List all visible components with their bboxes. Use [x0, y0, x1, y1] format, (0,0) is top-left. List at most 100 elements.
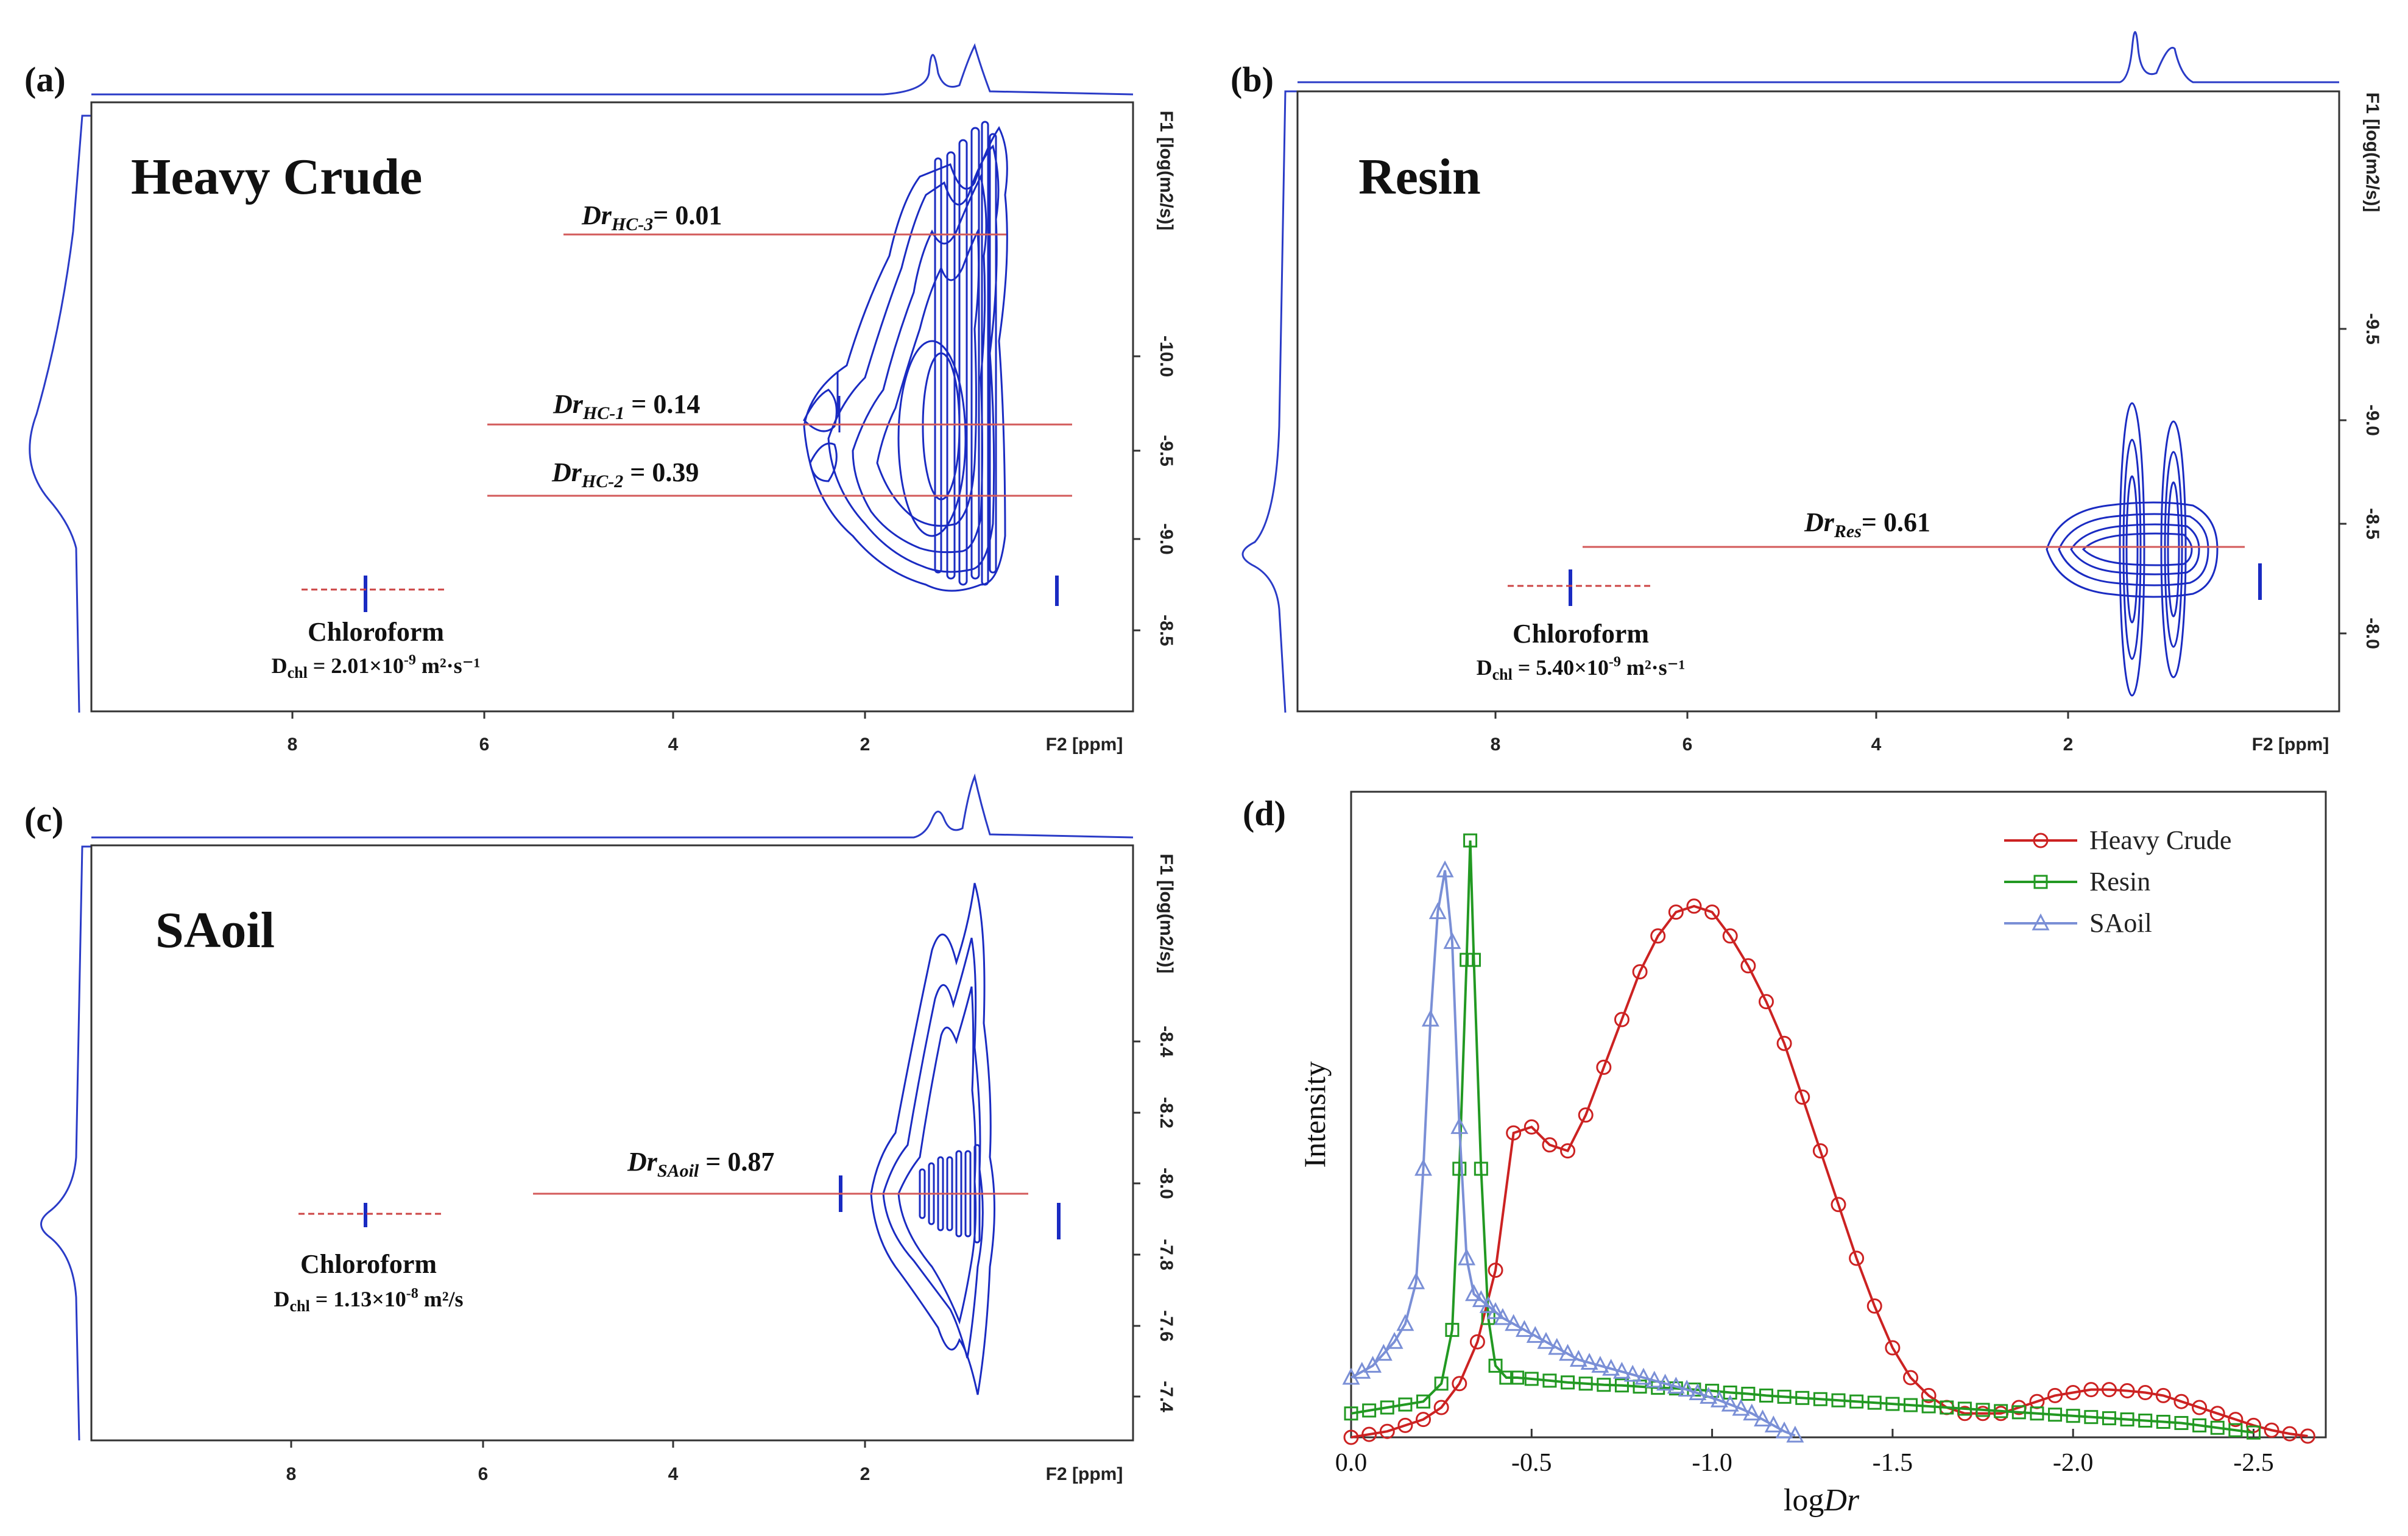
panel-a-title: Heavy Crude: [131, 149, 422, 205]
panel-d-point-resin: [2246, 1425, 2261, 1440]
panel-b-xtick-2: 4: [1871, 735, 1882, 755]
panel-d-point-saoil: [1721, 1394, 1739, 1412]
panel-d-point-resin: [1561, 1375, 1575, 1390]
panel-d-frame: [1350, 791, 2327, 1439]
legend-label-saoil: SAoil: [2089, 908, 2152, 938]
legend-label-heavy-crude: Heavy Crude: [2089, 825, 2231, 855]
panel-d-point-heavy-crude: [2083, 1382, 2099, 1398]
panel-a-xtick-1: 6: [479, 735, 490, 755]
panel-b-ytick-0: -9.5: [2362, 313, 2382, 345]
panel-d-point-resin: [2174, 1415, 2189, 1430]
panel-d-point-heavy-crude: [1524, 1119, 1539, 1135]
panel-d-point-saoil: [1743, 1403, 1761, 1421]
panel-d-point-heavy-crude: [1578, 1107, 1594, 1123]
panel-d-point-resin: [1542, 1373, 1557, 1388]
panel-d-point-saoil: [1486, 1302, 1505, 1319]
panel-c-title: SAoil: [155, 902, 275, 959]
panel-d-point-saoil: [1559, 1344, 1577, 1361]
panel-d-point-heavy-crude: [2264, 1422, 2279, 1438]
panel-d-point-legend-saoil: [2032, 913, 2050, 931]
panel-d-point-resin: [2030, 1406, 2044, 1421]
panel-b-x-axis-label: F2 [ppm]: [2252, 735, 2329, 755]
panel-d-point-resin: [1488, 1358, 1503, 1373]
panel-d-point-heavy-crude: [1921, 1387, 1937, 1403]
panel-d-point-heavy-crude: [1866, 1298, 1882, 1314]
panel-d-point-resin: [1849, 1394, 1864, 1409]
panel-d-point-resin: [1362, 1403, 1377, 1418]
panel-d-point-resin: [1499, 1370, 1514, 1385]
panel-d-xtick-label: -0.5: [1511, 1449, 1552, 1477]
panel-b-label: (b): [1230, 60, 1274, 99]
panel-d-xtick-label: 0.0: [1335, 1449, 1368, 1477]
panel-d-point-heavy-crude: [1506, 1125, 1522, 1141]
panel-d-point-resin: [2210, 1420, 2225, 1435]
panel-d-point-saoil: [1732, 1398, 1750, 1416]
panel-a-xtick-2: 4: [668, 735, 679, 755]
panel-b-y-ticks: -9.5 -9.0 -8.5 -8.0 F1 [log(m2/s)]: [2339, 93, 2382, 649]
panel-d-point-resin: [1614, 1378, 1629, 1393]
panel-c-y-ticks: -8.4 -8.2 -8.0 -7.8 -7.6 -7.4 F1 [log(m2…: [1133, 854, 1176, 1412]
panel-d-x-ticks: 0.0 -0.5 -1.0 -1.5 -2.0 -2.5: [1335, 1429, 2274, 1477]
panel-d-point-saoil: [1494, 1308, 1512, 1325]
panel-c-left-projection: [40, 845, 91, 1441]
panel-d-point-saoil: [1775, 1421, 1793, 1439]
panel-d-point-resin: [1510, 1370, 1525, 1385]
panel-d-point-saoil: [1364, 1356, 1382, 1373]
panel-a-dr-hc1-label: DrHC-1 = 0.14: [553, 389, 700, 423]
panel-d-point-resin: [1416, 1394, 1431, 1409]
panel-d-point-saoil: [1645, 1370, 1664, 1388]
panel-d-point-saoil: [1710, 1390, 1728, 1407]
panel-d-point-saoil: [1428, 902, 1447, 920]
panel-d-point-heavy-crude: [2155, 1387, 2171, 1403]
panel-d-label: (d): [1243, 794, 1286, 833]
panel-b-y-axis-label: F1 [log(m2/s)]: [2362, 93, 2382, 213]
panel-d-legend: Heavy Crude Resin SAoil: [2004, 825, 2231, 938]
panel-d-point-saoil: [1667, 1376, 1685, 1394]
panel-d-point-resin: [2102, 1411, 2116, 1426]
panel-d-point-resin: [1463, 833, 1478, 848]
panel-d-point-saoil: [1436, 860, 1454, 878]
panel-d-point-saoil: [1396, 1314, 1414, 1331]
panel-d-point-saoil: [1374, 1344, 1393, 1361]
panel-a-top-projection: [91, 43, 1134, 96]
panel-b-xtick-0: 8: [1491, 735, 1501, 755]
panel-d-point-heavy-crude: [1650, 928, 1666, 944]
panel-d-point-heavy-crude: [1560, 1143, 1576, 1159]
panel-d-point-resin: [1597, 1378, 1611, 1392]
panel-d-point-saoil: [1458, 1248, 1476, 1266]
panel-b-title: Resin: [1358, 149, 1481, 205]
panel-c-y-axis-label: F1 [log(m2/s)]: [1156, 854, 1176, 974]
panel-d-point-heavy-crude: [1361, 1426, 1377, 1442]
panel-c-x-axis-label: F2 [ppm]: [1046, 1464, 1123, 1484]
panel-c-ytick-0: -8.4: [1156, 1026, 1176, 1057]
panel-d-point-heavy-crude: [1903, 1370, 1919, 1386]
panel-d-point-saoil: [1678, 1379, 1696, 1397]
panel-b-ytick-1: -9.0: [2362, 404, 2382, 436]
panel-d-point-heavy-crude: [1812, 1143, 1828, 1159]
panel-c-xtick-2: 4: [668, 1464, 679, 1484]
panel-b-xtick-1: 6: [1682, 735, 1693, 755]
panel-d-point-heavy-crude: [1452, 1376, 1467, 1392]
panel-d-point-resin: [1994, 1404, 2008, 1418]
panel-d-point-resin: [1831, 1393, 1846, 1407]
panel-d-point-saoil: [1443, 932, 1461, 949]
panel-c-contours: [364, 882, 1061, 1395]
panel-d-point-resin: [2011, 1405, 2026, 1420]
panel-d-point-resin: [2192, 1418, 2207, 1432]
panel-d-point-saoil: [1764, 1415, 1782, 1432]
panel-c-chloroform-label: Chloroform: [300, 1249, 437, 1279]
panel-b-ytick-3: -8.0: [2362, 618, 2382, 649]
panel-d-point-resin: [1813, 1392, 1827, 1406]
panel-d-point-resin: [1474, 1161, 1488, 1176]
panel-d-point-saoil: [1580, 1353, 1598, 1370]
panel-a-label: (a): [24, 60, 66, 99]
panel-d-point-heavy-crude: [1488, 1263, 1503, 1278]
panel-d-point-resin: [1434, 1376, 1449, 1391]
panel-d-point-resin: [1759, 1388, 1773, 1403]
panel-b-chloroform-annotation: Chloroform Dchl = 5.40×10-9 m²·s⁻¹: [1477, 619, 1686, 683]
panel-c-dr-saoil-label: DrSAoil = 0.87: [627, 1147, 774, 1181]
panel-d-point-saoil: [1591, 1356, 1609, 1373]
panel-c-ytick-1: -8.2: [1156, 1097, 1176, 1129]
panel-d-point-heavy-crude: [1343, 1429, 1359, 1445]
panel-a-ytick-3: -8.5: [1156, 615, 1176, 646]
